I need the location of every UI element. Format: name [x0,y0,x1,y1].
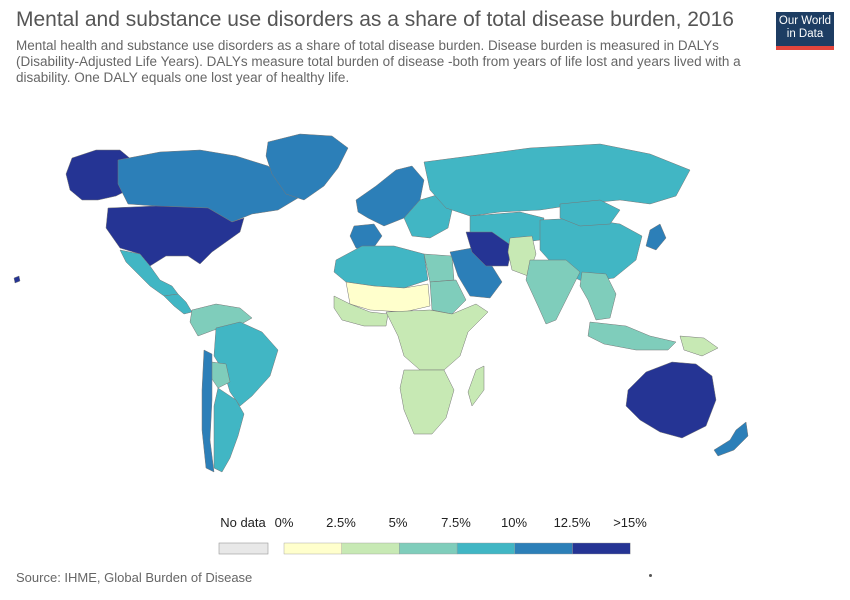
legend-tick-label: 12.5% [553,515,591,530]
legend-no-data-label: No data [220,515,266,530]
country-russia[interactable] [423,143,691,217]
country-india[interactable] [525,259,581,325]
chart-subtitle: Mental health and substance use disorder… [16,38,741,85]
chart-title: Mental and substance use disorders as a … [16,8,734,31]
logo-line-2: in Data [786,28,824,40]
country-north-africa[interactable] [333,245,429,289]
legend-bin-swatch[interactable] [283,542,342,555]
country-southern-africa[interactable] [399,369,455,435]
legend-tick-label: 7.5% [441,515,471,530]
country-chile[interactable] [201,349,215,473]
legend-bin-swatch[interactable] [341,542,400,555]
decorative-dot [649,574,652,577]
country-alaska[interactable] [65,149,133,201]
country-indonesia[interactable] [587,321,677,351]
legend-tick-label: 5% [388,515,408,530]
map-legend: No data 0% 2.5% 5% 7.5% 10% 12.5% >15% [0,500,850,560]
country-southeast-asia[interactable] [579,271,617,321]
country-mongolia[interactable] [559,199,621,227]
country-central-and-east-africa[interactable] [385,303,489,371]
country-australia[interactable] [625,361,717,439]
country-japan[interactable] [645,223,667,251]
country-west-africa[interactable] [333,295,389,327]
country-madagascar[interactable] [467,365,485,407]
logo-line-1: Our World [778,15,832,27]
country-canada[interactable] [117,149,299,223]
legend-tick-label: 2.5% [326,515,356,530]
legend-tick-label: 0% [274,515,294,530]
legend-no-data-swatch[interactable] [218,542,269,555]
legend-bin-swatch[interactable] [514,542,573,555]
legend-color-scale [218,542,631,555]
logo-accent-bar [776,46,834,50]
country-papua-new-guinea[interactable] [679,335,719,357]
country-eastern-europe[interactable] [403,193,453,239]
source-note: Source: IHME, Global Burden of Disease [16,570,253,585]
country-iran[interactable] [465,231,513,267]
country-southern-cone[interactable] [213,387,245,473]
country-central-america[interactable] [163,293,193,315]
country-hawaii[interactable] [13,275,21,284]
country-greenland[interactable] [265,133,349,201]
legend-bin-swatch[interactable] [399,542,458,555]
country-egypt[interactable] [423,253,455,283]
country-new-zealand[interactable] [713,421,749,457]
world-map [13,133,749,473]
legend-bin-swatch[interactable] [456,542,516,555]
country-united-states[interactable] [105,205,245,267]
country-sudan[interactable] [429,279,467,315]
legend-tick-label: >15% [613,515,647,530]
country-sahel[interactable] [345,281,431,313]
owid-logo[interactable]: Our World in Data [776,12,834,50]
legend-bin-swatch[interactable] [572,542,631,555]
legend-tick-label: 10% [500,515,528,530]
